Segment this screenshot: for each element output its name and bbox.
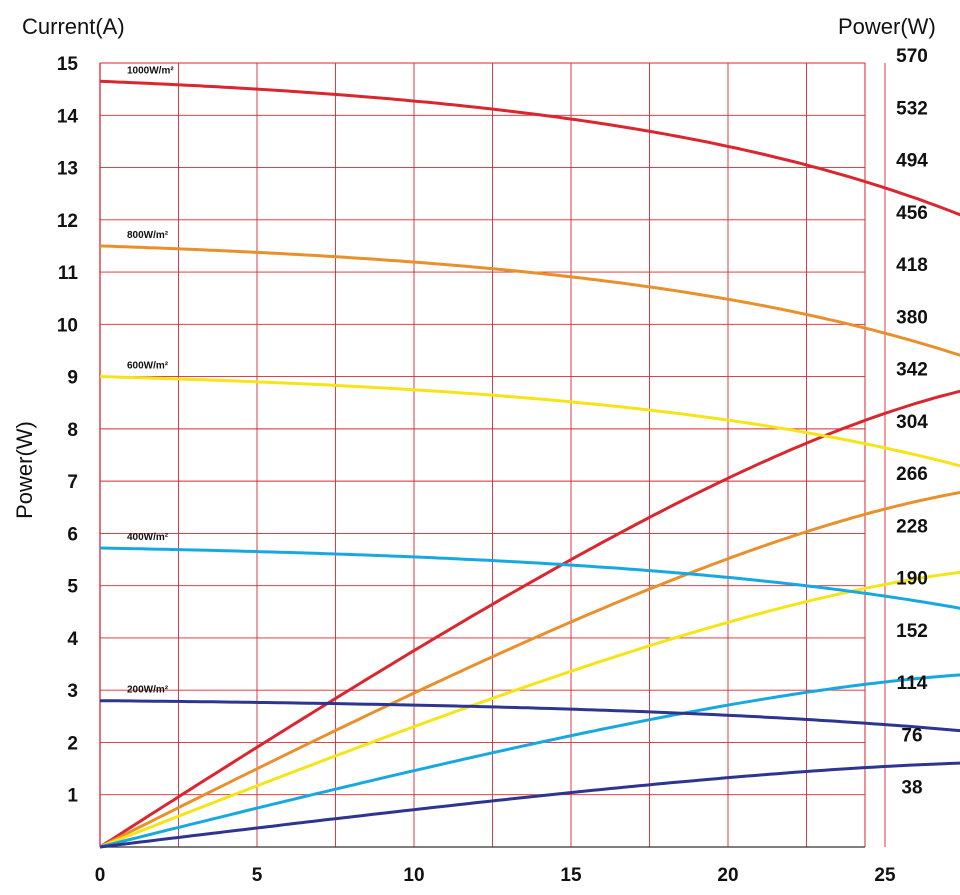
chart-labels: Current(A) Power(W) Power(W)	[12, 14, 936, 519]
y-right-tick-label: 494	[896, 151, 928, 172]
x-tick-label: 20	[717, 865, 738, 886]
y-left-tick-label: 11	[58, 263, 79, 284]
current-curve	[99, 546, 960, 610]
chart-ticks: 0510152025303540455012345678910111213141…	[57, 46, 928, 886]
y-left-tick-label: 1	[67, 786, 78, 807]
irradiance-label: 600W/m²	[127, 361, 169, 372]
y-right-tick-label: 570	[896, 46, 928, 67]
y-right-tick-label: 114	[897, 673, 928, 694]
irradiance-label: 200W/m²	[127, 685, 169, 696]
irradiance-label: 400W/m²	[127, 532, 169, 543]
y-right-tick-label: 418	[896, 255, 928, 276]
y-left-axis-title: Current(A)	[22, 14, 125, 39]
y-left-tick-label: 7	[67, 472, 78, 493]
y-right-tick-label: 304	[896, 412, 928, 433]
y-right-tick-label: 152	[896, 621, 928, 642]
x-tick-label: 15	[560, 865, 582, 886]
y-left-tick-label: 5	[67, 577, 78, 598]
y-left-tick-label: 10	[57, 315, 78, 336]
y-left-tick-label: 13	[57, 159, 78, 180]
irradiance-label: 800W/m²	[127, 230, 169, 241]
x-tick-label: 5	[252, 865, 263, 886]
y-side-axis-title: Power(W)	[12, 421, 37, 519]
y-left-tick-label: 3	[67, 681, 78, 702]
power-curve	[99, 570, 960, 849]
y-left-tick-label: 6	[67, 524, 78, 545]
x-tick-label: 10	[403, 865, 424, 886]
irradiance-label: 1000W/m²	[127, 65, 174, 76]
y-right-tick-label: 190	[896, 569, 928, 590]
y-right-tick-label: 38	[901, 778, 922, 799]
y-right-tick-label: 342	[896, 360, 928, 381]
current-curve	[99, 244, 960, 357]
power-curve	[99, 389, 960, 849]
y-left-tick-label: 9	[67, 368, 78, 389]
chart-curves: 1000W/m² 800W/m² 600W/m² 400W/m² 200W/m²	[99, 65, 960, 849]
current-curve	[99, 79, 960, 217]
x-tick-label: 0	[95, 865, 106, 886]
power-curve	[99, 761, 960, 849]
power-curve	[99, 673, 960, 849]
y-right-axis-title: Power(W)	[838, 14, 936, 39]
x-tick-label: 25	[874, 865, 896, 886]
y-left-tick-label: 15	[57, 54, 79, 75]
y-right-tick-label: 76	[901, 725, 922, 746]
power-curve	[99, 491, 960, 849]
y-left-tick-label: 2	[67, 733, 78, 754]
y-left-tick-label: 14	[57, 106, 79, 127]
y-right-tick-label: 266	[896, 464, 928, 485]
current-curve	[100, 699, 960, 733]
y-right-tick-label: 228	[896, 516, 928, 537]
current-curve	[99, 375, 960, 468]
y-right-tick-label: 532	[896, 98, 928, 119]
y-left-tick-label: 8	[67, 420, 78, 441]
y-right-tick-label: 380	[896, 307, 928, 328]
y-left-tick-label: 12	[57, 211, 78, 232]
y-left-tick-label: 4	[67, 629, 78, 650]
y-right-tick-label: 456	[896, 203, 928, 224]
chart-grid	[99, 62, 886, 848]
